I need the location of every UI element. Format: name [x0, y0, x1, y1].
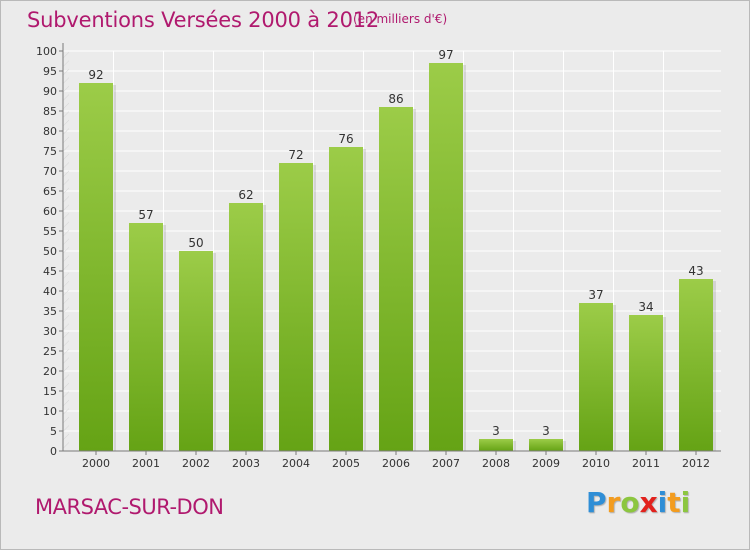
y-tick-label: 30 — [43, 325, 57, 338]
bar-value-label: 62 — [238, 188, 253, 202]
x-tick-label: 2006 — [382, 457, 410, 470]
x-tick-label: 2004 — [282, 457, 310, 470]
y-tick-label: 70 — [43, 165, 57, 178]
bar-value-label: 76 — [338, 132, 353, 146]
bar-value-label: 97 — [438, 48, 453, 62]
y-tick-label: 35 — [43, 305, 57, 318]
commune-name: MARSAC-SUR-DON — [35, 495, 224, 519]
x-tick-label: 2009 — [532, 457, 560, 470]
bar-value-label: 3 — [542, 424, 550, 438]
axis-band — [63, 51, 69, 451]
bar-value-label: 72 — [288, 148, 303, 162]
bar-2008 — [479, 439, 513, 451]
chart-unit-note: (en milliers d'€) — [353, 12, 448, 26]
logo-letter: o — [620, 486, 640, 519]
bar-value-label: 34 — [638, 300, 653, 314]
bar-value-label: 57 — [138, 208, 153, 222]
y-tick-label: 20 — [43, 365, 57, 378]
chart-title: Subventions Versées 2000 à 2012 — [27, 8, 380, 32]
y-tick-label: 65 — [43, 185, 57, 198]
x-tick-label: 2008 — [482, 457, 510, 470]
y-tick-label: 0 — [50, 445, 57, 458]
x-tick-label: 2005 — [332, 457, 360, 470]
logo-letter: r — [606, 486, 621, 519]
bar-2001 — [129, 223, 163, 451]
bar-value-label: 3 — [492, 424, 500, 438]
x-tick-label: 2011 — [632, 457, 660, 470]
y-tick-label: 100 — [36, 45, 57, 58]
bar-value-label: 50 — [188, 236, 203, 250]
x-tick-label: 2003 — [232, 457, 260, 470]
y-tick-label: 55 — [43, 225, 57, 238]
x-tick-label: 2001 — [132, 457, 160, 470]
bar-2007 — [429, 63, 463, 451]
y-tick-label: 50 — [43, 245, 57, 258]
logo-letter: t — [667, 486, 681, 519]
logo-letter: i — [680, 486, 691, 519]
bar-2000 — [79, 83, 113, 451]
y-tick-label: 80 — [43, 125, 57, 138]
y-tick-label: 75 — [43, 145, 57, 158]
y-tick-label: 15 — [43, 385, 57, 398]
y-tick-label: 85 — [43, 105, 57, 118]
logo-letter: P — [586, 486, 607, 519]
bar-2004 — [279, 163, 313, 451]
bar-2003 — [229, 203, 263, 451]
bar-value-label: 92 — [88, 68, 103, 82]
x-tick-label: 2002 — [182, 457, 210, 470]
bar-2002 — [179, 251, 213, 451]
x-tick-label: 2007 — [432, 457, 460, 470]
bar-value-label: 43 — [688, 264, 703, 278]
y-tick-label: 40 — [43, 285, 57, 298]
x-tick-label: 2012 — [682, 457, 710, 470]
y-tick-label: 95 — [43, 65, 57, 78]
bar-2006 — [379, 107, 413, 451]
y-tick-label: 10 — [43, 405, 57, 418]
bar-2005 — [329, 147, 363, 451]
logo-letter: i — [657, 486, 668, 519]
y-tick-label: 25 — [43, 345, 57, 358]
x-tick-label: 2000 — [82, 457, 110, 470]
y-tick-label: 5 — [50, 425, 57, 438]
y-tick-label: 60 — [43, 205, 57, 218]
bar-2011 — [629, 315, 663, 451]
bar-value-label: 37 — [588, 288, 603, 302]
logo-letter: x — [639, 486, 658, 519]
proxiti-logo: Proxiti — [586, 486, 690, 519]
bar-2009 — [529, 439, 563, 451]
bar-2010 — [579, 303, 613, 451]
y-tick-label: 90 — [43, 85, 57, 98]
x-tick-label: 2010 — [582, 457, 610, 470]
bar-value-label: 86 — [388, 92, 403, 106]
y-tick-label: 45 — [43, 265, 57, 278]
bar-2012 — [679, 279, 713, 451]
